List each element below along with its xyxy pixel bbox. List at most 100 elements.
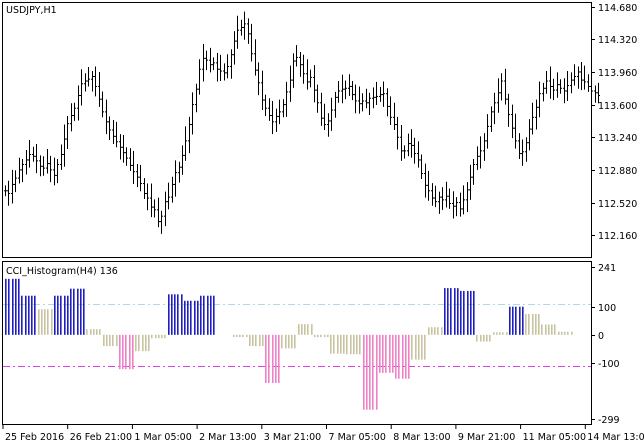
cci-bar (60, 295, 62, 335)
cci-bar (161, 334, 163, 339)
price-bar (410, 129, 413, 158)
price-bar (552, 78, 555, 101)
price-bar (275, 108, 278, 132)
price-bar (500, 73, 503, 101)
price-label: 113.240 (598, 133, 637, 144)
price-bar (282, 99, 285, 118)
price-bar (63, 124, 66, 167)
price-bar (535, 99, 538, 130)
cci-bar (83, 288, 85, 335)
cci-bar (463, 290, 465, 335)
price-bar (139, 164, 142, 192)
price-bar (53, 157, 56, 186)
price-bar (521, 139, 524, 166)
cci-bar (418, 334, 420, 360)
cci-bar (80, 288, 82, 335)
cci-bar (135, 334, 137, 352)
cci-bar (67, 295, 69, 335)
cci-bar (31, 295, 33, 335)
cci-bar (12, 278, 14, 335)
cci-bar (554, 324, 556, 335)
price-bar (507, 93, 510, 127)
time-label: 2 Mar 13:00 (199, 432, 256, 443)
price-bar (101, 91, 104, 118)
cci-bar (96, 329, 98, 335)
cci-bar (376, 334, 378, 410)
price-bar (438, 191, 441, 214)
cci-bar (372, 334, 374, 410)
cci-bar (93, 329, 95, 335)
price-bar (452, 191, 455, 219)
price-bar (125, 147, 128, 166)
price-bar (122, 134, 125, 163)
price-bar (358, 86, 361, 114)
price-bar (441, 187, 444, 210)
price-bar (490, 106, 493, 132)
price-bar (153, 199, 156, 218)
cci-bar (337, 334, 339, 354)
price-bar (341, 74, 344, 104)
price-bar (348, 74, 351, 96)
price-bar (577, 66, 580, 89)
cci-bar (502, 332, 504, 335)
cci-bar (519, 306, 521, 335)
cci-bar (194, 300, 196, 335)
cci-bar (155, 334, 157, 339)
cci-bar (398, 334, 400, 379)
price-panel[interactable] (2, 2, 592, 258)
cci-bar (233, 334, 235, 338)
price-bar (330, 97, 333, 131)
cci-bar (70, 288, 72, 335)
price-bar (559, 79, 562, 94)
indicator-panel-title: CCI_Histogram(H4) 136 (6, 266, 118, 277)
price-bar (143, 178, 146, 199)
price-bar (316, 84, 319, 113)
cci-bar (15, 278, 17, 335)
price-bar (320, 92, 323, 126)
price-bar (570, 72, 573, 94)
cci-bar (57, 295, 59, 335)
indicator-panel[interactable] (2, 261, 592, 425)
cci-label: -299 (598, 415, 620, 426)
cci-bar (262, 334, 264, 347)
price-bar (542, 82, 545, 102)
price-bar (493, 92, 496, 125)
cci-bar (350, 334, 352, 355)
price-bar (396, 116, 399, 150)
price-bar (594, 85, 597, 103)
cci-bar (454, 288, 456, 335)
cci-bar (168, 294, 170, 335)
price-bar (334, 91, 337, 118)
cci-bar (421, 334, 423, 360)
price-label: 114.680 (598, 3, 637, 14)
price-bar (11, 169, 14, 204)
cci-bar (444, 288, 446, 335)
cci-bar (571, 331, 573, 335)
price-bar (39, 155, 42, 177)
cci-label: 0 (598, 331, 604, 342)
cci-bar (447, 288, 449, 335)
time-label: 14 Mar 13:00 (587, 432, 644, 443)
cci-bar (25, 295, 27, 335)
price-bar (195, 83, 198, 113)
cci-bar (99, 329, 101, 335)
time-label: 3 Mar 21:00 (264, 432, 321, 443)
price-bar (247, 18, 250, 44)
price-bar (171, 176, 174, 203)
cci-bar (38, 309, 40, 335)
price-bar (129, 148, 132, 171)
cci-bar (486, 334, 488, 342)
cci-bar (197, 300, 199, 335)
cci-bar (366, 334, 368, 410)
price-label: 113.960 (598, 68, 637, 79)
cci-bar (489, 334, 491, 342)
price-bar (389, 96, 392, 126)
price-bar (424, 163, 427, 198)
price-bar (212, 57, 215, 71)
cci-bar (125, 334, 127, 370)
price-bar (21, 159, 24, 183)
price-bar (181, 145, 184, 175)
cci-bar (317, 334, 319, 338)
price-bar (216, 52, 219, 82)
